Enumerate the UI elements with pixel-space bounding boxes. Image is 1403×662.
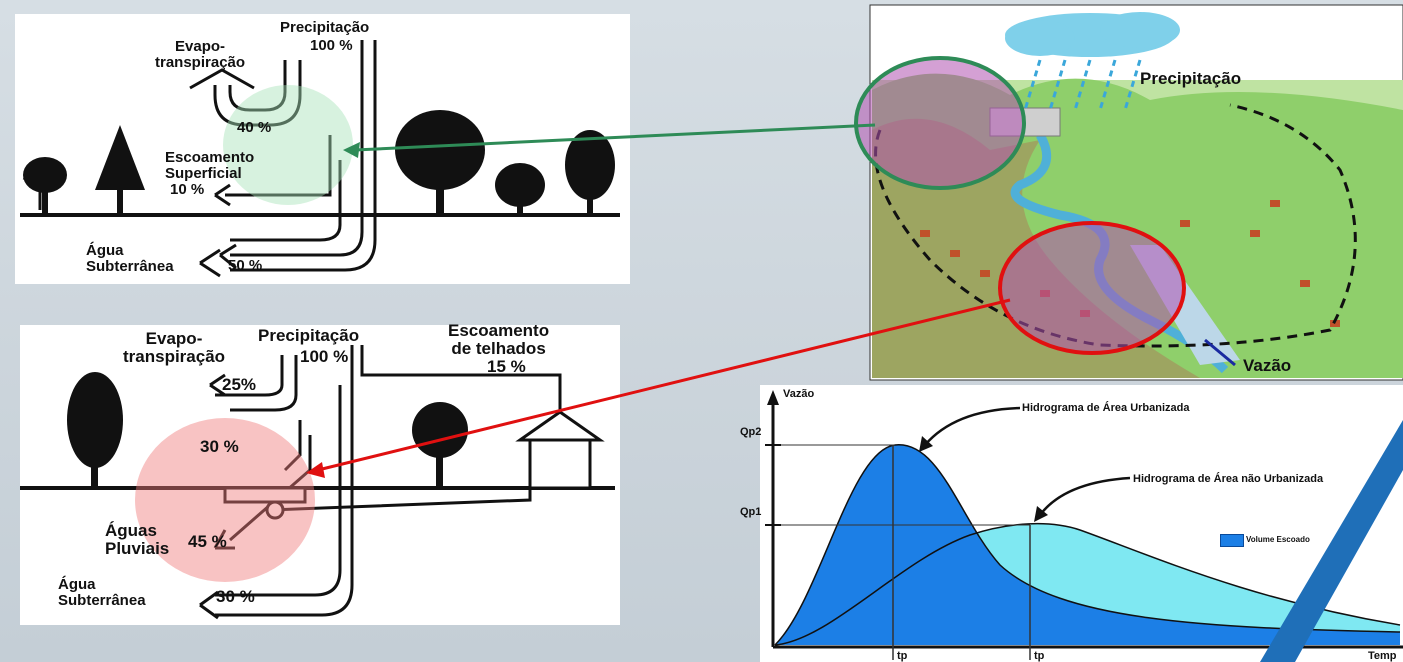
hydrograph-rural-label: Hidrograma de Área não Urbanizada [1133,473,1324,485]
landscape-vazao-label: Vazão [1243,356,1292,375]
green-connector-arrow [343,123,876,158]
hydrograph-y-axis-label: Vazão [783,388,815,400]
bottom-evapo-label: Evapo- transpiração [123,329,226,366]
bottom-evapo-pct: 25% [222,375,257,394]
top-subterranea-pct: 50 % [228,257,263,274]
bottom-precip-pct: 100 % [300,347,349,366]
hydrograph-qp1-label: Qp1 [740,506,762,518]
top-escoamento-label: Escoamento Superficial [165,149,255,182]
top-precip-pct: 100 % [310,37,353,54]
hydrograph-legend-label: Volume Escoado [1246,535,1310,544]
bottom-pluviais-pct: 45 % [188,532,227,551]
top-highlight [223,85,353,205]
hydrograph-chart [765,390,1403,662]
bottom-highlight [135,418,315,582]
bottom-pluviais-label: Águas Pluviais [105,521,170,558]
landscape-precip-label: Precipitação [1140,69,1242,88]
bottom-infiltracao-pct: 30 % [200,437,239,456]
top-infiltracao-pct: 40 % [237,119,272,136]
top-water-cycle [20,40,620,278]
bottom-trees-icon [67,372,468,488]
landscape-green-circle [854,56,1026,190]
hydrograph-t1-label: tp [897,650,908,662]
top-precip-label: Precipitação [280,19,370,36]
red-connector-arrow [306,298,1011,478]
top-evapo-label: Evapo- transpiração [155,38,246,71]
landscape-red-circle [998,221,1186,355]
bottom-subterranea-pct: 30 % [216,587,255,606]
bottom-telhados-pct: 15 % [487,357,526,376]
hydrograph-urban-label: Hidrograma de Área Urbanizada [1022,402,1190,414]
legend-swatch [1220,534,1244,547]
top-subterranea-label: Água Subterrânea [86,242,174,275]
hydrograph-x-axis-label: Temp [1368,650,1397,662]
hydrograph-t2-label: tp [1034,650,1045,662]
bottom-telhados-label: Escoamento de telhados [448,321,550,358]
bottom-water-cycle [20,345,615,620]
bottom-precip-label: Precipitação [258,326,360,345]
bottom-subterranea-label: Água Subterrânea [58,576,146,609]
hydrograph-qp2-label: Qp2 [740,426,762,438]
top-trees-icon [22,110,615,213]
top-escoamento-pct: 10 % [170,181,205,198]
